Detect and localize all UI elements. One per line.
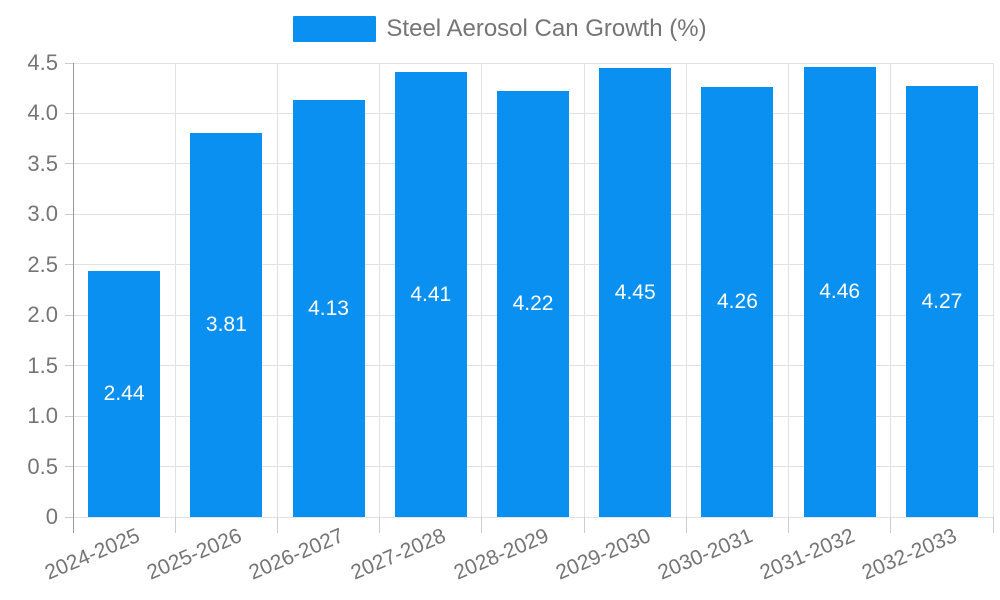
y-axis-tick [65,516,73,518]
y-axis-tick-label: 3.5 [27,150,58,176]
v-gridline [583,63,585,517]
x-axis-tick-label: 2031-2032 [756,524,859,585]
legend[interactable]: Steel Aerosol Can Growth (%) [0,16,1000,42]
y-axis-tick-label: 1.5 [27,352,58,378]
bar: 4.45 [599,68,672,517]
x-axis-tick [481,517,483,533]
bar-value-label: 3.81 [205,312,247,336]
x-axis-tick [685,517,687,533]
x-axis-tick [174,517,176,533]
x-axis-tick-label: 2032-2033 [859,524,961,585]
legend-swatch [293,16,377,42]
x-axis-tick [992,517,994,533]
y-axis-tick [65,264,73,266]
v-gridline [890,63,892,517]
x-axis-tick [276,517,278,533]
x-axis-tick [583,517,585,533]
bar: 4.13 [292,100,365,517]
x-axis-tick-label: 2025-2026 [143,524,245,585]
bar-value-label: 2.44 [103,381,145,405]
x-axis-tick-label: 2024-2025 [41,524,143,585]
x-axis-tick [379,517,381,533]
y-axis-tick-label: 2.5 [27,251,58,277]
y-axis-line [72,63,74,533]
bar-value-label: 4.22 [512,292,554,316]
bar-value-label: 4.45 [614,280,656,304]
v-gridline [685,63,687,517]
y-axis-tick [65,213,73,215]
v-gridline [174,63,176,517]
y-axis-tick-label: 4.0 [27,100,58,126]
v-gridline [992,63,994,517]
x-axis-tick-label: 2030-2031 [654,524,757,585]
x-axis-tick [788,517,790,533]
y-axis-tick [65,62,73,64]
bar-value-label: 4.26 [717,290,758,314]
bar: 2.44 [88,270,161,517]
bar: 4.22 [497,91,569,517]
legend-label: Steel Aerosol Can Growth (%) [386,15,707,42]
h-gridline [73,62,993,64]
y-axis-tick [65,365,73,367]
v-gridline [276,63,278,517]
y-axis-tick-label: 0.5 [27,453,58,479]
y-axis-tick-label: 3.0 [27,201,58,227]
bar: 4.46 [803,67,876,517]
bar: 4.41 [394,72,467,517]
x-axis-tick-label: 2027-2028 [347,524,450,585]
y-axis-tick [65,415,73,417]
v-gridline [481,63,483,517]
y-axis-tick-label: 1.0 [27,403,58,429]
bar-value-label: 4.41 [410,282,452,306]
bar-value-label: 4.27 [921,289,963,313]
bar: 4.27 [905,86,978,517]
v-gridline [379,63,381,517]
y-axis-tick-label: 4.5 [27,50,58,75]
y-axis-tick [65,163,73,165]
y-axis-tick [65,112,73,114]
h-gridline [73,516,993,518]
y-axis-tick [65,466,73,468]
x-axis-tick [890,517,892,533]
y-axis-tick [65,314,73,316]
x-axis-tick-label: 2026-2027 [245,524,348,585]
v-gridline [788,63,790,517]
bar: 3.81 [190,132,263,517]
bar: 4.26 [701,87,774,517]
x-axis-tick-label: 2029-2030 [552,524,654,585]
bar-value-label: 4.46 [819,280,861,303]
y-axis-tick-label: 0 [45,504,58,529]
bar-value-label: 4.13 [308,296,349,320]
y-axis-tick-label: 2.0 [27,302,58,328]
x-axis-tick-label: 2028-2029 [450,524,552,585]
